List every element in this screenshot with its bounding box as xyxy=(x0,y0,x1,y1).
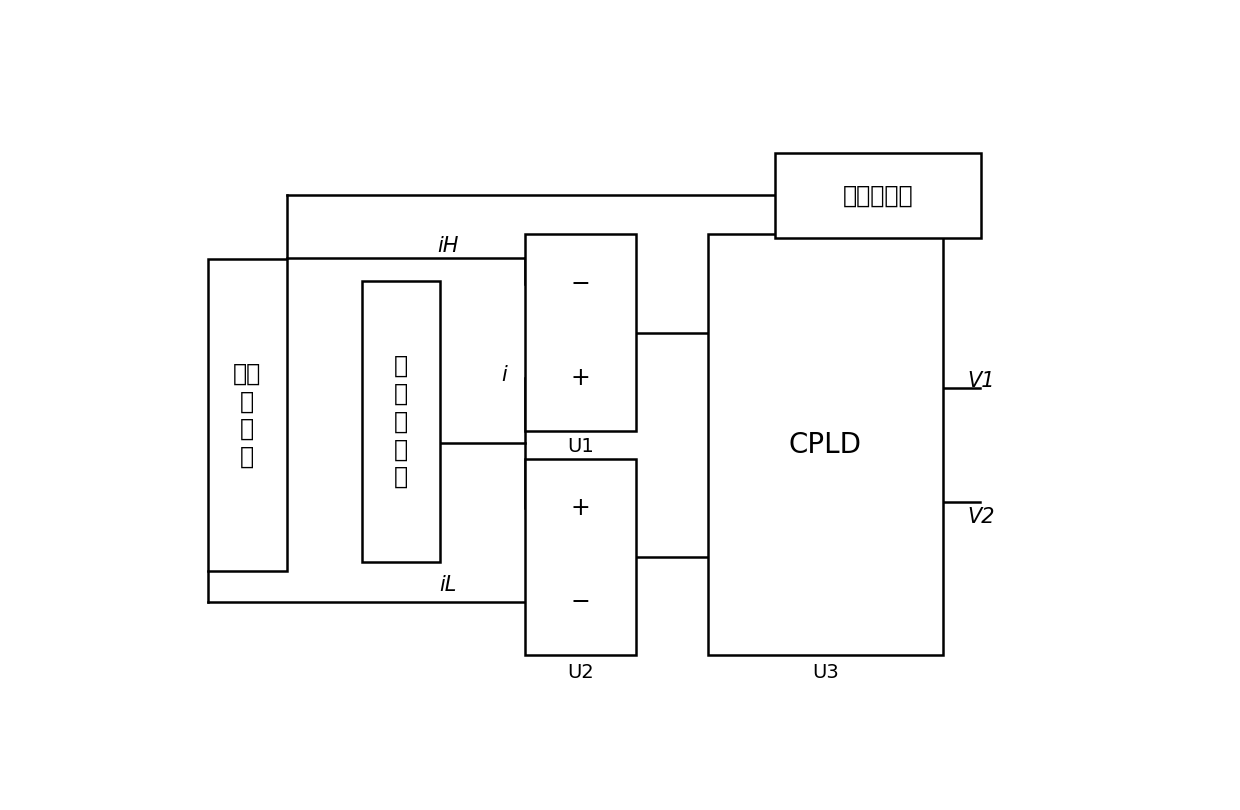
Text: U2: U2 xyxy=(567,663,594,682)
Text: −: − xyxy=(570,271,590,296)
Text: V2: V2 xyxy=(967,507,994,527)
Bar xyxy=(362,281,440,562)
Text: U1: U1 xyxy=(567,437,594,456)
Bar xyxy=(525,459,635,655)
Text: −: − xyxy=(570,590,590,614)
Text: iH: iH xyxy=(438,236,459,256)
Text: CPLD: CPLD xyxy=(789,431,862,459)
Text: V1: V1 xyxy=(967,371,994,391)
Text: 转矩
控
制
器: 转矩 控 制 器 xyxy=(233,361,262,469)
Text: U3: U3 xyxy=(812,663,838,682)
Text: +: + xyxy=(570,366,590,390)
Text: iL: iL xyxy=(439,575,456,595)
Bar xyxy=(208,259,286,571)
Text: i: i xyxy=(501,364,507,385)
Bar xyxy=(708,234,942,655)
Text: 导通角信号: 导通角信号 xyxy=(843,183,914,207)
Bar xyxy=(525,234,635,431)
Text: 电
流
传
感
器: 电 流 传 感 器 xyxy=(394,354,408,489)
Text: +: + xyxy=(570,496,590,520)
Bar xyxy=(775,153,982,237)
